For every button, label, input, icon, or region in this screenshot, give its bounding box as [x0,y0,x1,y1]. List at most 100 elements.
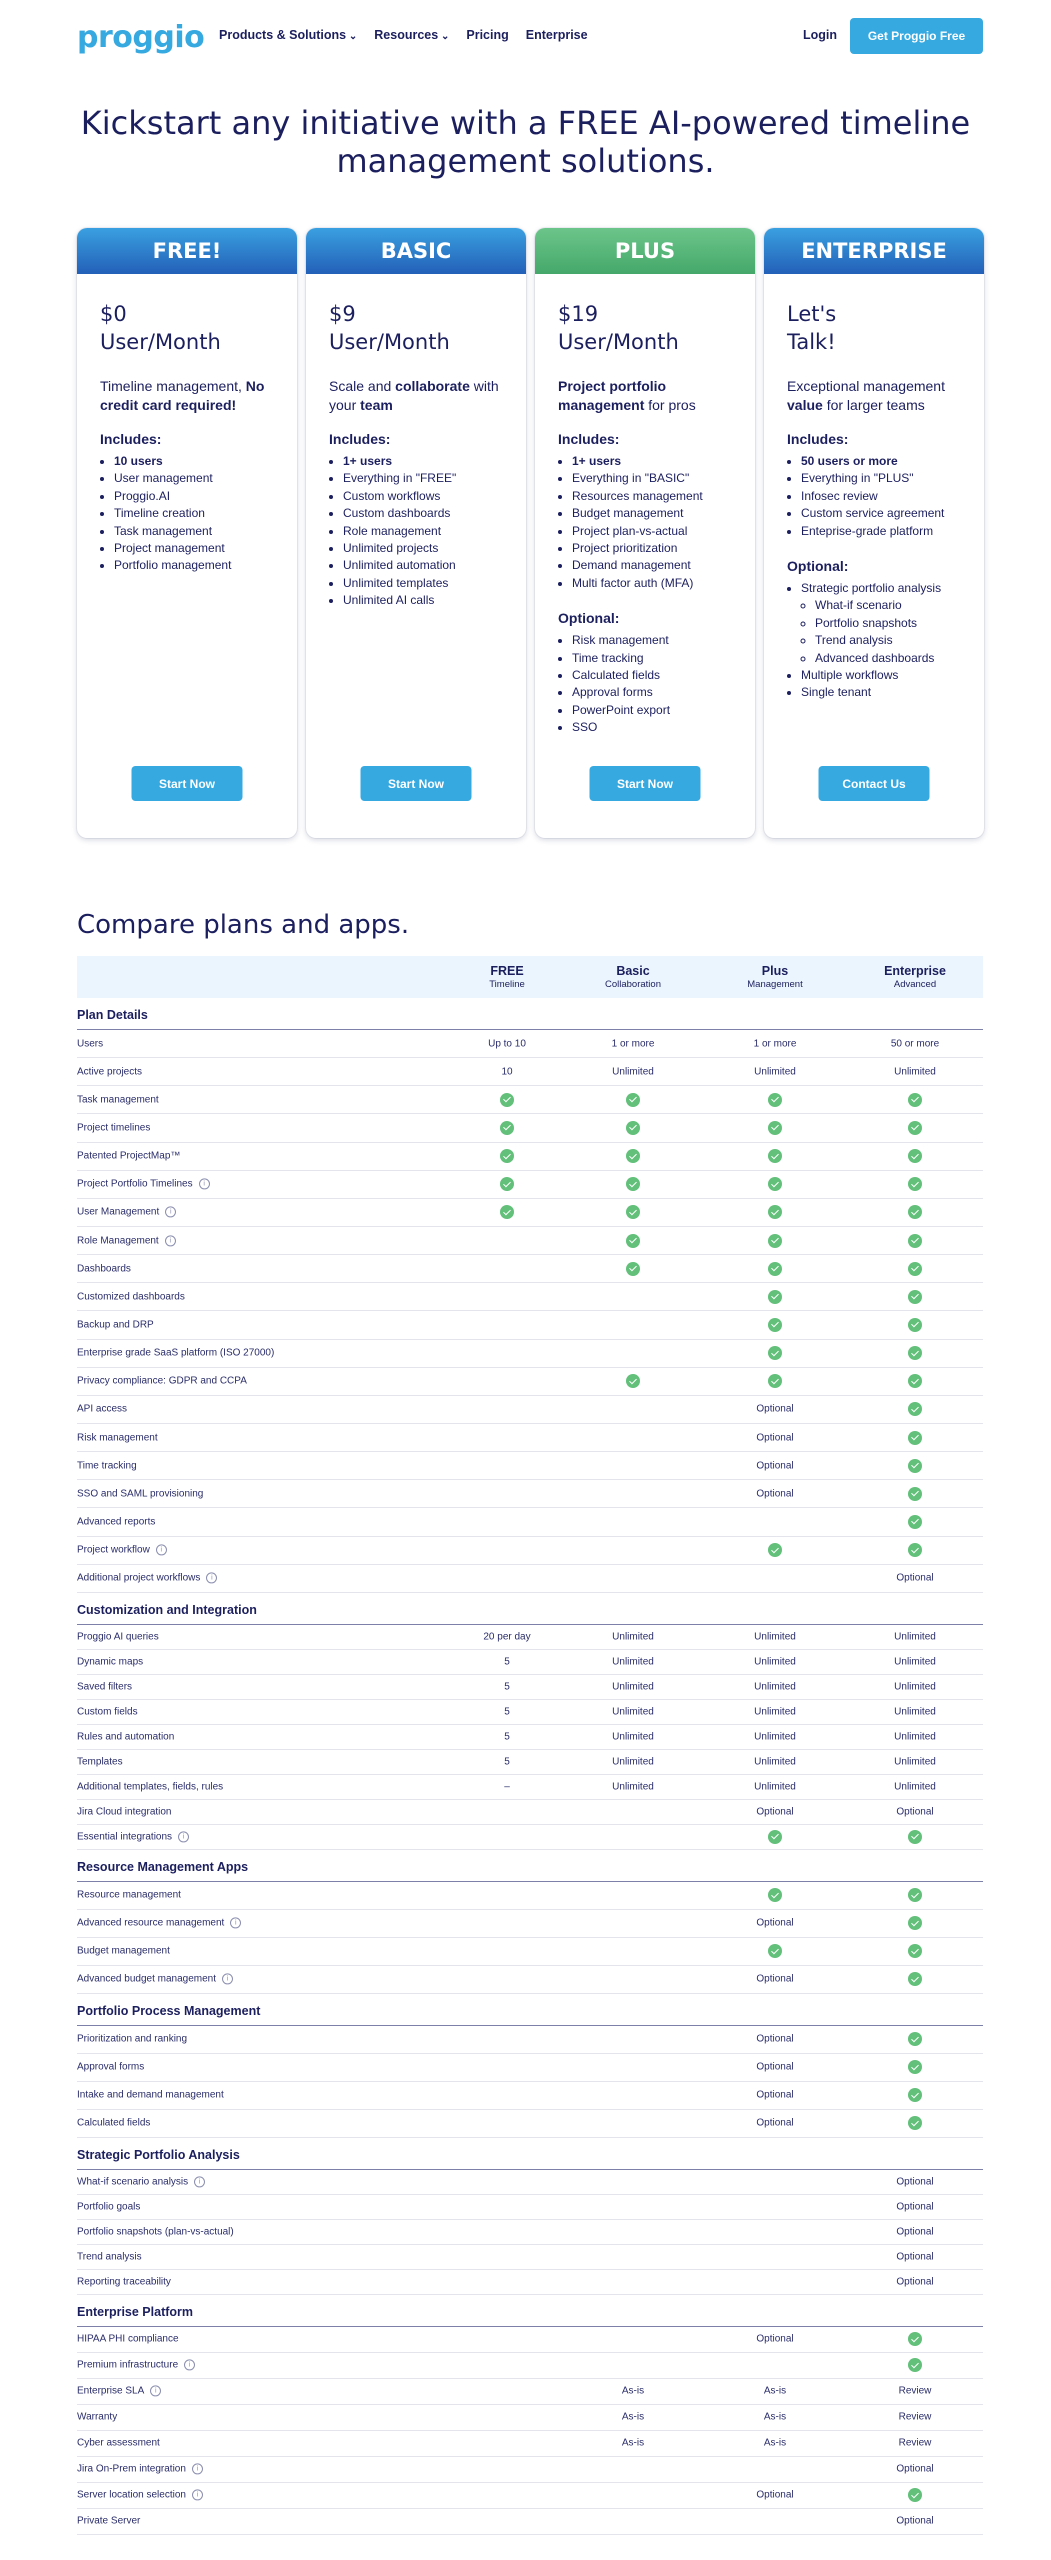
nav-enterprise[interactable]: Enterprise [525,28,588,42]
plan-card-free: FREE! $0 User/Month Timeline management, No… [77,228,297,838]
plan-description: Timeline management, No credit card requ… [100,378,265,413]
feature-item: 10 users [114,453,274,470]
includes-heading: Includes: [787,431,849,447]
table-row: Essential integrations i [77,1825,983,1850]
check-icon [908,1317,922,1332]
check-icon [908,1261,922,1276]
info-icon[interactable]: i [191,2463,203,2475]
section-header: Customization and Integration [77,1593,983,1625]
table-row: Dynamic maps 5 Unlimited Unlimited Unlimited [77,1650,983,1675]
section-title: Customization and Integration [77,1602,257,1617]
plan-name: PLUS [535,228,755,274]
info-icon[interactable]: i [198,1178,210,1190]
check-icon [768,1374,782,1389]
check-icon [768,1289,782,1304]
check-icon [908,1346,922,1361]
cell-value: Optional [756,1460,794,1472]
table-row: Dashboards [77,1255,983,1284]
check-icon [626,1374,640,1389]
table-row: SSO and SAML provisioning Optional [77,1480,983,1509]
nav-pricing[interactable]: Pricing [466,28,509,42]
cell-value: 1 or more [753,1038,797,1050]
check-icon [908,1543,922,1558]
plan-price: $0 User/Month [100,302,221,354]
hero-title: Kickstart any initiative with a FREE AI-… [80,104,971,180]
proggio-logo[interactable]: proggio [77,20,205,55]
cell-value: Optional [896,2176,934,2188]
check-icon [908,1374,922,1389]
contact-us-button[interactable]: Contact Us [818,766,930,801]
cell-value: Optional [756,1917,794,1929]
table-row: Server location selection i Optional [77,2483,983,2509]
section-title: Plan Details [77,1008,148,1022]
table-row: Project timelines [77,1114,983,1143]
row-label: Jira Cloud integration [77,1806,172,1818]
info-icon[interactable]: i [164,1234,176,1246]
row-label: Advanced reports [77,1516,156,1528]
cell-value: Optional [756,2333,794,2345]
check-icon [908,1317,922,1332]
row-label: Project timelines [77,1122,151,1134]
nav-products-solutions[interactable]: Products & Solutions [219,28,357,42]
start-now-button[interactable]: Start Now [589,766,701,801]
feature-item: Everything in "BASIC" [572,470,732,487]
info-icon[interactable]: i [155,1544,167,1556]
cell-value: Optional [756,1488,794,1500]
table-row: Advanced budget management i Optional [77,1966,983,1994]
table-row: Task management [77,1086,983,1115]
cell-value: As-is [621,2437,645,2449]
nav-links: Products & Solutions Resources Pricing E… [219,28,588,42]
cell-value: Optional [756,1403,794,1415]
get-proggio-free-button[interactable]: Get Proggio Free [850,18,983,54]
optional-heading: Optional: [787,558,849,575]
info-icon[interactable]: i [230,1917,242,1929]
plan-price: $9 User/Month [329,302,450,354]
table-row: Portfolio snapshots (plan-vs-actual) Opti… [77,2220,983,2245]
table-row: Resource management [77,1882,983,1910]
feature-item: SSO [572,719,732,736]
row-label: Enterprise grade SaaS platform (ISO 2700… [77,1347,275,1359]
start-now-button[interactable]: Start Now [131,766,243,801]
check-icon [908,1149,922,1164]
check-icon [626,1149,640,1164]
login-link[interactable]: Login [803,28,838,42]
cell-value: Unlimited [894,1781,936,1793]
info-icon[interactable]: i [178,1831,190,1843]
row-label: Proggio AI queries [77,1631,159,1643]
start-now-button[interactable]: Start Now [360,766,472,801]
info-icon[interactable]: i [165,1206,177,1218]
table-row: API access Optional [77,1396,983,1424]
check-icon [768,1317,782,1332]
info-icon[interactable]: i [150,2385,162,2397]
info-icon[interactable]: i [184,2359,196,2371]
info-icon[interactable]: i [191,2489,203,2501]
cell-value: Unlimited [612,1656,654,1668]
check-icon [768,1944,782,1959]
check-icon [908,1888,922,1903]
check-icon [768,1233,782,1248]
cell-value: Optional [756,1973,794,1985]
check-icon [768,1205,782,1220]
cell-value: Optional [756,2489,794,2501]
section-title: Enterprise Platform [77,2304,194,2319]
check-icon [768,1317,782,1332]
feature-item: Infosec review [801,488,961,505]
nav-resources[interactable]: Resources [374,28,449,42]
feature-item: Time tracking [572,650,732,667]
plan-name: ENTERPRISE [764,228,984,274]
check-icon [500,1092,514,1107]
feature-item: Resources management [572,488,732,505]
cell-value: Unlimited [612,1066,654,1078]
check-icon [768,1888,782,1903]
cell-value: Unlimited [894,1631,936,1643]
cell-value: Unlimited [612,1731,654,1743]
table-row: Saved filters 5 Unlimited Unlimited Unlimite… [77,1675,983,1700]
cell-value: Optional [896,2226,934,2238]
info-icon[interactable]: i [194,2176,206,2188]
cell-value: Optional [756,1432,794,1444]
cell-value: Unlimited [754,1656,796,1668]
check-icon [908,1092,922,1107]
info-icon[interactable]: i [222,1973,233,1985]
info-icon[interactable]: i [206,1572,218,1584]
check-icon [908,1177,922,1192]
